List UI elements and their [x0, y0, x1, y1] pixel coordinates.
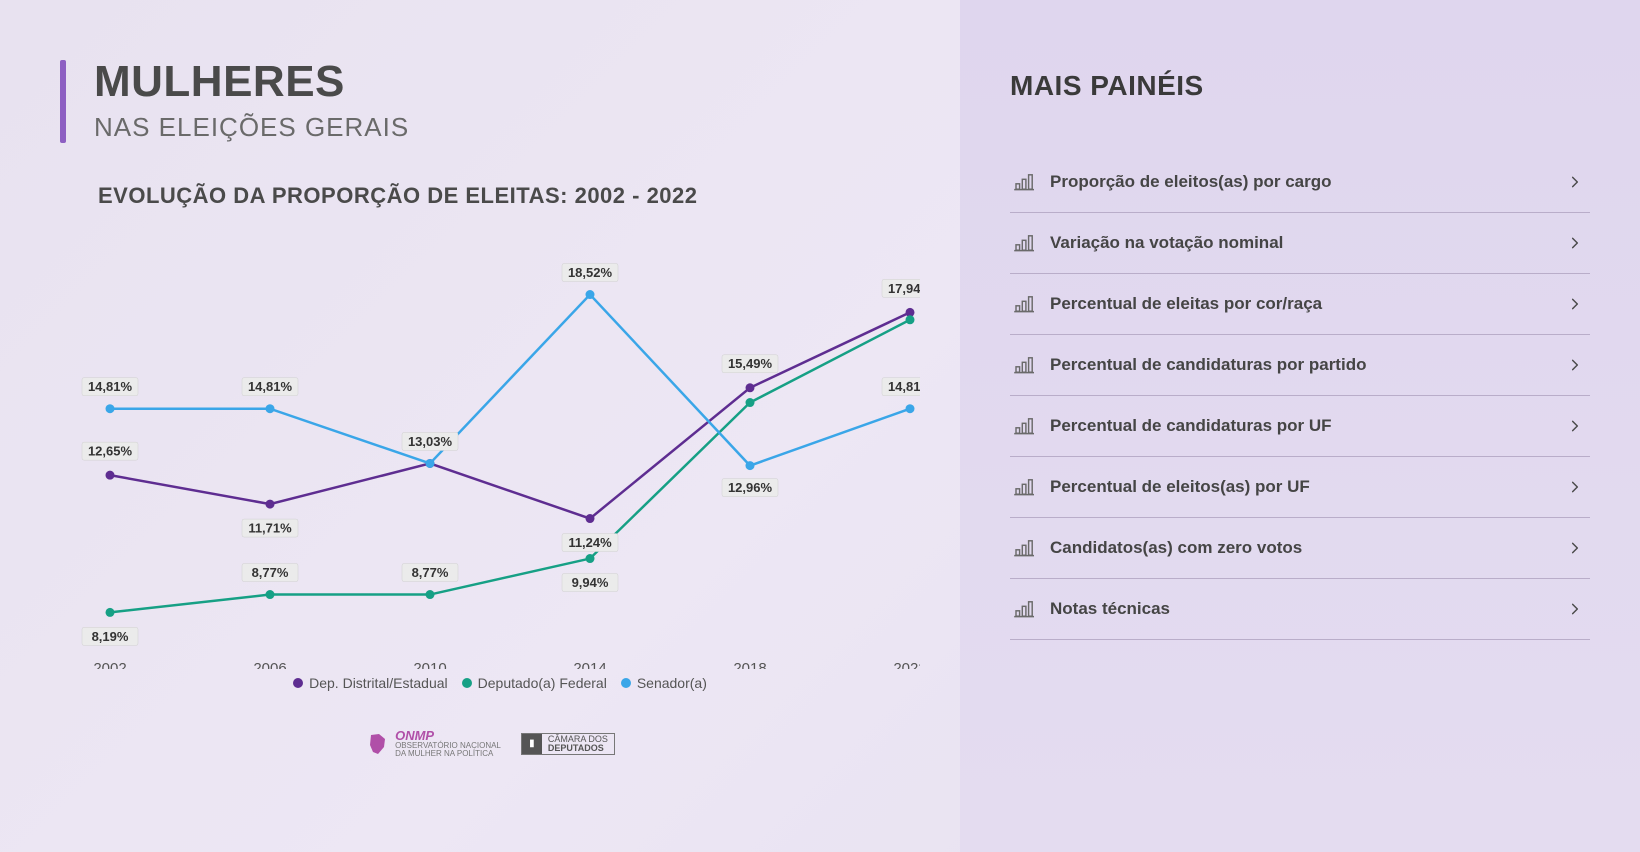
- legend-item[interactable]: Senador(a): [621, 675, 707, 691]
- svg-text:2014: 2014: [573, 660, 606, 669]
- legend-label: Senador(a): [637, 675, 707, 691]
- onmp-logo: ONMP OBSERVATÓRIO NACIONAL DA MULHER NA …: [365, 729, 501, 758]
- panel-item[interactable]: Percentual de eleitas por cor/raça: [1010, 274, 1590, 335]
- bar-chart-icon: [1014, 478, 1036, 496]
- camara-line2: DEPUTADOS: [548, 744, 608, 753]
- side-panel: MAIS PAINÉIS Proporção de eleitos(as) po…: [960, 0, 1640, 852]
- camara-logo: ▮ CÂMARA DOS DEPUTADOS: [521, 733, 615, 755]
- panel-item-label: Notas técnicas: [1050, 599, 1568, 619]
- legend-marker: [462, 678, 472, 688]
- chevron-right-icon: [1568, 480, 1582, 494]
- header: MULHERES NAS ELEIÇÕES GERAIS: [60, 60, 920, 143]
- brazil-map-icon: [365, 732, 389, 756]
- panel-list: Proporção de eleitos(as) por cargo Varia…: [1010, 152, 1590, 640]
- bar-chart-icon: [1014, 356, 1036, 374]
- page-subtitle: NAS ELEIÇÕES GERAIS: [94, 112, 409, 143]
- panel-item[interactable]: Candidatos(as) com zero votos: [1010, 518, 1590, 579]
- bar-chart-icon: [1014, 600, 1036, 618]
- svg-text:14,81%: 14,81%: [88, 379, 133, 394]
- svg-text:13,03%: 13,03%: [408, 434, 453, 449]
- svg-text:18,52%: 18,52%: [568, 265, 613, 280]
- panel-item[interactable]: Percentual de candidaturas por UF: [1010, 396, 1590, 457]
- accent-bar: [60, 60, 66, 143]
- panel-item[interactable]: Percentual de eleitos(as) por UF: [1010, 457, 1590, 518]
- svg-text:15,49%: 15,49%: [728, 356, 773, 371]
- legend-item[interactable]: Dep. Distrital/Estadual: [293, 675, 448, 691]
- camara-line1: CÂMARA DOS: [548, 734, 608, 744]
- bar-chart-icon: [1014, 173, 1036, 191]
- footer-logos: ONMP OBSERVATÓRIO NACIONAL DA MULHER NA …: [60, 729, 920, 758]
- panel-item-label: Candidatos(as) com zero votos: [1050, 538, 1568, 558]
- chart-legend: Dep. Distrital/Estadual Deputado(a) Feder…: [80, 675, 920, 691]
- svg-text:14,81%: 14,81%: [888, 379, 920, 394]
- panel-item[interactable]: Notas técnicas: [1010, 579, 1590, 640]
- bar-chart-icon: [1014, 417, 1036, 435]
- chart-title: EVOLUÇÃO DA PROPORÇÃO DE ELEITAS: 2002 -…: [98, 183, 920, 209]
- page-title: MULHERES: [94, 60, 409, 104]
- panel-item-label: Percentual de eleitas por cor/raça: [1050, 294, 1568, 314]
- camara-icon: ▮: [522, 734, 542, 754]
- svg-text:14,81%: 14,81%: [248, 379, 293, 394]
- bar-chart-icon: [1014, 539, 1036, 557]
- svg-text:8,19%: 8,19%: [92, 629, 129, 644]
- chevron-right-icon: [1568, 297, 1582, 311]
- svg-text:8,77%: 8,77%: [252, 565, 289, 580]
- panel-item-label: Percentual de candidaturas por UF: [1050, 416, 1568, 436]
- panel-item-label: Proporção de eleitos(as) por cargo: [1050, 172, 1568, 192]
- panel-item-label: Percentual de candidaturas por partido: [1050, 355, 1568, 375]
- side-title: MAIS PAINÉIS: [1010, 70, 1590, 102]
- svg-text:12,65%: 12,65%: [88, 444, 133, 459]
- bar-chart-icon: [1014, 234, 1036, 252]
- svg-text:2006: 2006: [253, 660, 286, 669]
- chevron-right-icon: [1568, 358, 1582, 372]
- svg-text:11,71%: 11,71%: [248, 521, 292, 536]
- panel-item-label: Variação na votação nominal: [1050, 233, 1568, 253]
- svg-text:2002: 2002: [93, 660, 126, 669]
- svg-text:9,94%: 9,94%: [572, 575, 609, 590]
- legend-item[interactable]: Deputado(a) Federal: [462, 675, 607, 691]
- panel-item[interactable]: Variação na votação nominal: [1010, 213, 1590, 274]
- panel-item-label: Percentual de eleitos(as) por UF: [1050, 477, 1568, 497]
- bar-chart-icon: [1014, 295, 1036, 313]
- legend-marker: [293, 678, 303, 688]
- legend-label: Deputado(a) Federal: [478, 675, 607, 691]
- chevron-right-icon: [1568, 602, 1582, 616]
- svg-text:11,24%: 11,24%: [568, 535, 612, 550]
- svg-text:2022: 2022: [893, 660, 920, 669]
- main-panel: MULHERES NAS ELEIÇÕES GERAIS EVOLUÇÃO DA…: [0, 0, 960, 852]
- panel-item[interactable]: Proporção de eleitos(as) por cargo: [1010, 152, 1590, 213]
- chevron-right-icon: [1568, 419, 1582, 433]
- svg-text:12,96%: 12,96%: [728, 480, 773, 495]
- legend-marker: [621, 678, 631, 688]
- panel-item[interactable]: Percentual de candidaturas por partido: [1010, 335, 1590, 396]
- svg-text:2018: 2018: [733, 660, 766, 669]
- svg-text:8,77%: 8,77%: [412, 565, 449, 580]
- chevron-right-icon: [1568, 541, 1582, 555]
- legend-label: Dep. Distrital/Estadual: [309, 675, 448, 691]
- onmp-sub2: DA MULHER NA POLÍTICA: [395, 749, 493, 758]
- svg-text:17,94%: 17,94%: [888, 281, 920, 296]
- svg-text:2010: 2010: [413, 660, 446, 669]
- line-chart: 2002 2006 2010 2014 2018 2022 12,65% 11,71% 11,2…: [80, 229, 920, 699]
- chevron-right-icon: [1568, 175, 1582, 189]
- chevron-right-icon: [1568, 236, 1582, 250]
